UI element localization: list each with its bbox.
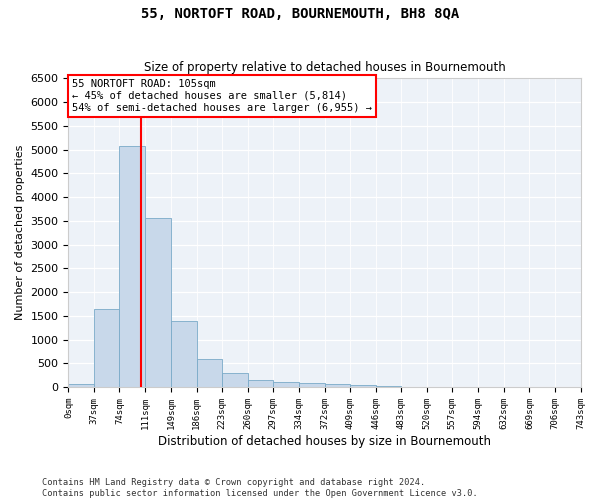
Bar xyxy=(171,321,197,387)
Bar xyxy=(222,373,248,387)
Bar xyxy=(325,384,350,387)
Text: Contains HM Land Registry data © Crown copyright and database right 2024.
Contai: Contains HM Land Registry data © Crown c… xyxy=(42,478,478,498)
Bar xyxy=(350,385,376,387)
Bar xyxy=(376,386,401,387)
Bar xyxy=(68,384,94,387)
Bar xyxy=(145,218,171,387)
Bar xyxy=(94,309,119,387)
Text: 55 NORTOFT ROAD: 105sqm
← 45% of detached houses are smaller (5,814)
54% of semi: 55 NORTOFT ROAD: 105sqm ← 45% of detache… xyxy=(72,80,372,112)
Bar xyxy=(273,382,299,387)
Text: 55, NORTOFT ROAD, BOURNEMOUTH, BH8 8QA: 55, NORTOFT ROAD, BOURNEMOUTH, BH8 8QA xyxy=(141,8,459,22)
X-axis label: Distribution of detached houses by size in Bournemouth: Distribution of detached houses by size … xyxy=(158,434,491,448)
Bar xyxy=(248,380,273,387)
Bar xyxy=(299,382,325,387)
Y-axis label: Number of detached properties: Number of detached properties xyxy=(15,145,25,320)
Bar xyxy=(197,359,222,387)
Bar xyxy=(119,146,145,387)
Title: Size of property relative to detached houses in Bournemouth: Size of property relative to detached ho… xyxy=(143,62,505,74)
